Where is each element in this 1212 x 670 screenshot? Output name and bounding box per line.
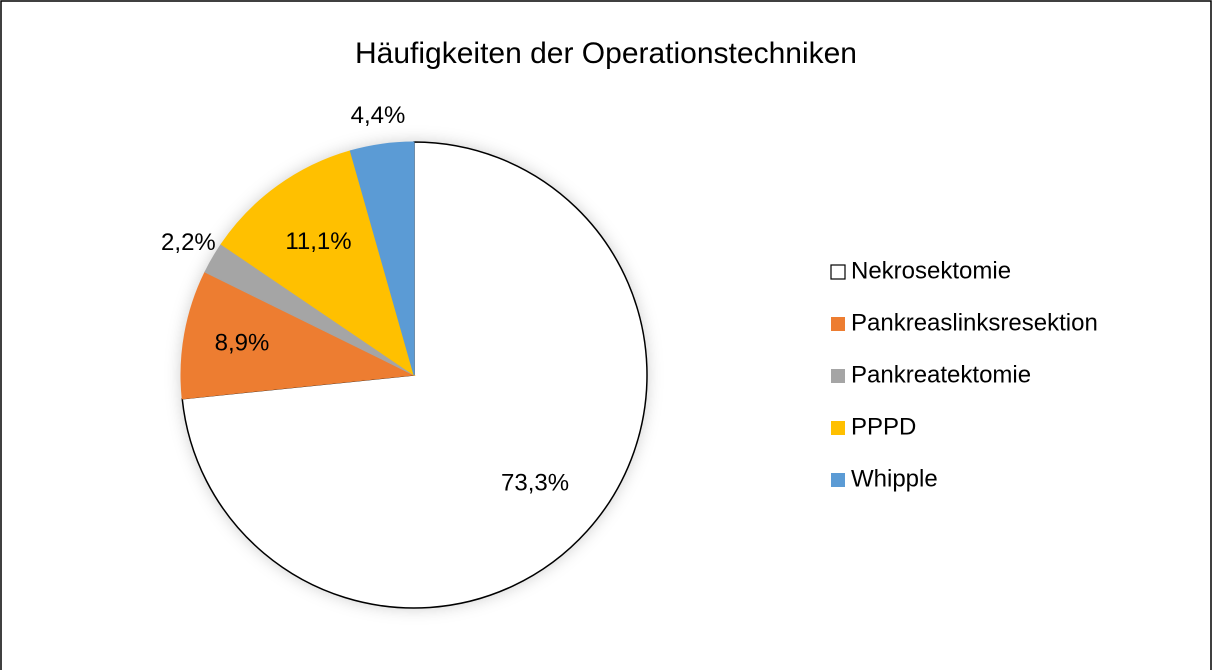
chart-title: Häufigkeiten der Operationstechniken: [355, 37, 857, 70]
legend: Nekrosektomie Pankreaslinksresektion Pankr…: [830, 257, 1098, 492]
legend-swatch: [831, 421, 845, 435]
legend-swatch: [831, 317, 845, 331]
legend-swatch: [831, 369, 845, 383]
data-label: 73,3%: [501, 470, 569, 497]
data-label: 8,9%: [215, 329, 270, 356]
data-label: 11,1%: [285, 228, 351, 255]
legend-label: Nekrosektomie: [851, 257, 1011, 284]
legend-label: Pankreaslinksresektion: [851, 309, 1098, 336]
data-label: 2,2%: [161, 229, 216, 256]
legend-label: Pankreatektomie: [851, 361, 1031, 388]
legend-swatch: [831, 473, 845, 487]
legend-swatch: [830, 264, 846, 280]
legend-label: PPPD: [851, 413, 916, 440]
pie: 73,3% 8,9% 2,2% 11,1% 4,4%: [161, 102, 648, 609]
pie-slice: [349, 141, 415, 376]
pie-slice: [180, 271, 416, 400]
data-label: 4,4%: [351, 102, 406, 129]
legend-label: Whipple: [851, 465, 938, 492]
